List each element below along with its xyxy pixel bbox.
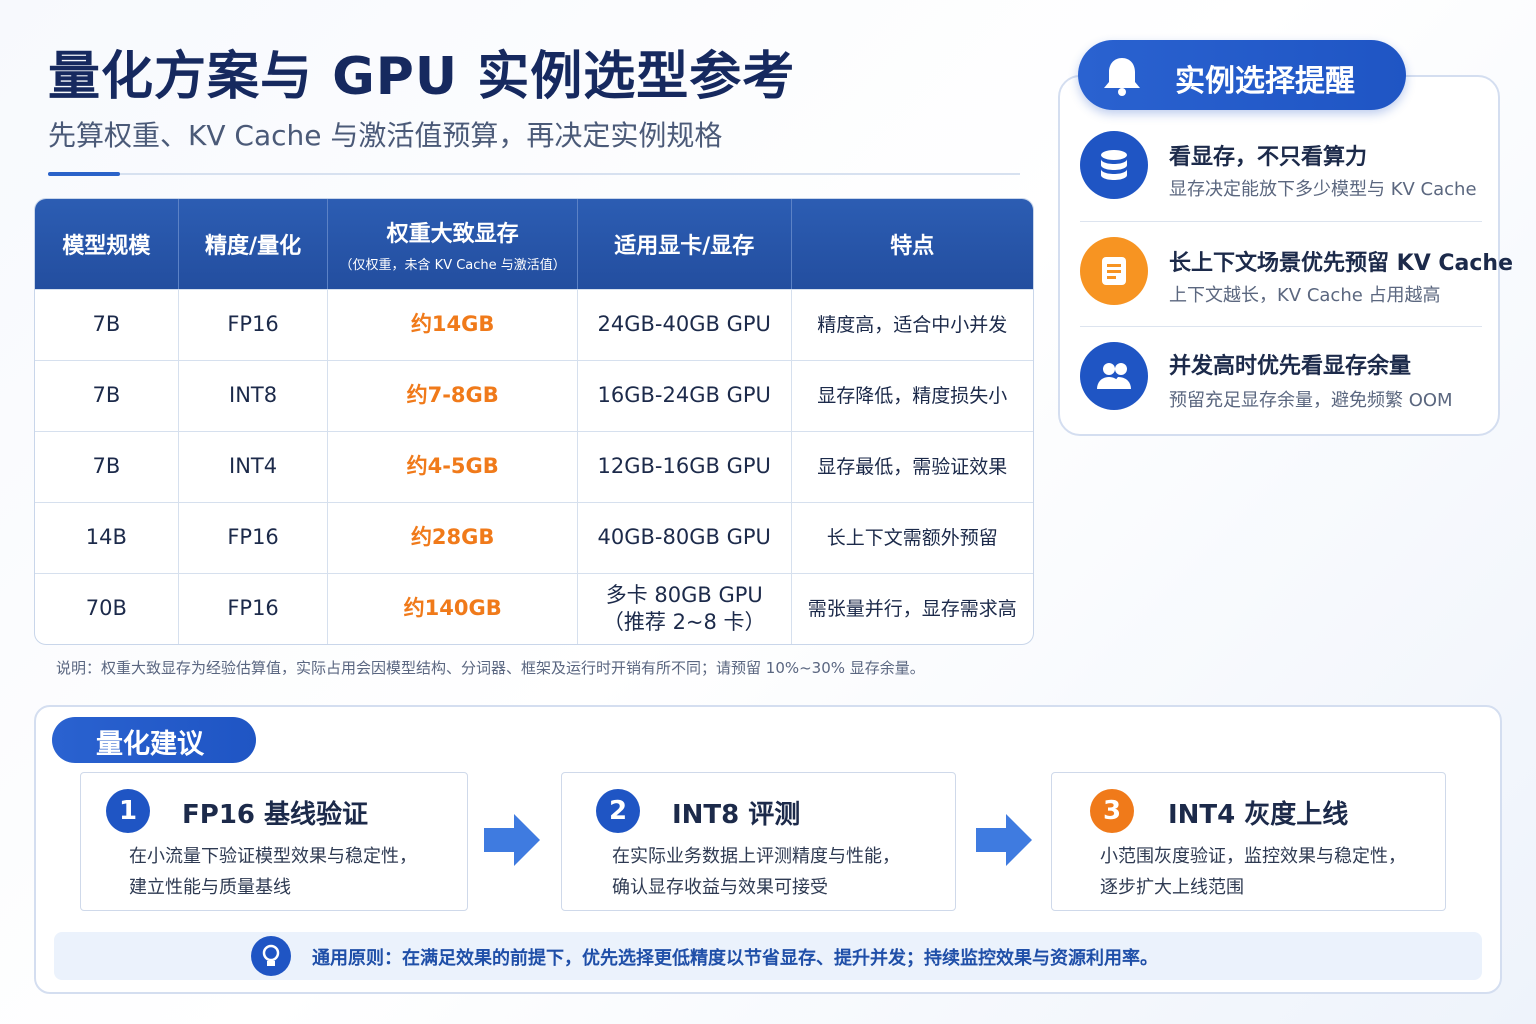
table-cell: INT4 <box>178 431 329 502</box>
table-cell: INT8 <box>178 360 329 431</box>
advice-header <box>52 717 256 763</box>
table-cell: 70B <box>35 573 179 644</box>
table-row: 7B FP16 约14GB 24GB-40GB GPU 精度高，适合中小并发 <box>35 289 1033 360</box>
reminder-item-title: 长上下文场景优先预留 KV Cache <box>1169 251 1514 276</box>
table-row: 7B INT4 约4-5GB 12GB-16GB GPU 显存最低，需验证效果 <box>35 431 1033 502</box>
table-cell: 7B <box>35 289 179 360</box>
table-cell: 约7-8GB <box>328 360 578 431</box>
arrow <box>484 814 540 866</box>
reminder-item-desc: 预留充足显存余量，避免频繁 OOM <box>1169 390 1453 411</box>
table-row: 7B INT8 约7-8GB 16GB-24GB GPU 显存降低，精度损失小 <box>35 360 1033 431</box>
table-cell: 约28GB <box>328 502 578 573</box>
column-label: 特点 <box>890 234 935 259</box>
table-cell: 24GB-40GB GPU <box>577 289 792 360</box>
table-body: 7B FP16 约14GB 24GB-40GB GPU 精度高，适合中小并发 7B INT8… <box>35 289 1033 644</box>
reminder-item-desc: 上下文越长，KV Cache 占用越高 <box>1169 285 1441 306</box>
bell-icon <box>1104 58 1140 96</box>
table-cell: 显存最低，需验证效果 <box>791 431 1033 502</box>
reminder-title: 实例选择提醒 <box>1175 64 1355 99</box>
step-title: INT8 评测 <box>672 800 801 830</box>
gpu-table: 模型规模 精度/量化 权重大致显存 （仅权重，未含 KV Cache 与激活值） … <box>34 198 1034 645</box>
table-cell: 7B <box>35 431 179 502</box>
step-title: INT4 灰度上线 <box>1168 800 1349 830</box>
document-glyph <box>1102 257 1126 285</box>
table-cell: 7B <box>35 360 179 431</box>
table-cell: 16GB-24GB GPU <box>577 360 792 431</box>
database-glyph <box>1101 150 1127 180</box>
table-cell: 约4-5GB <box>328 431 578 502</box>
table-cell: 12GB-16GB GPU <box>577 431 792 502</box>
table-cell: FP16 <box>178 573 329 644</box>
table-cell: 多卡 80GB GPU （推荐 2~8 卡） <box>577 573 792 644</box>
table-row: 14B FP16 约28GB 40GB-80GB GPU 长上下文需额外预留 <box>35 502 1033 573</box>
column-label: 精度/量化 <box>205 234 302 259</box>
subtitle: 先算权重、KV Cache 与激活值预算，再决定实例规格 <box>48 119 723 152</box>
step-line: 在实际业务数据上评测精度与性能， <box>612 846 900 867</box>
step-card <box>80 772 468 911</box>
column-header: 适用显卡/显存 <box>577 199 792 289</box>
divider-accent <box>48 172 120 176</box>
column-label: 模型规模 <box>62 234 151 259</box>
table-cell: 约140GB <box>328 573 578 644</box>
table-cell: 精度高，适合中小并发 <box>791 289 1033 360</box>
table-cell: 14B <box>35 502 179 573</box>
separator <box>1080 221 1482 222</box>
table-cell: 长上下文需额外预留 <box>791 502 1033 573</box>
column-note: （仅权重，未含 KV Cache 与激活值） <box>339 257 566 273</box>
document-icon <box>1080 237 1148 305</box>
bulb-icon <box>251 936 291 976</box>
step-line: 确认显存收益与效果可接受 <box>612 877 828 898</box>
separator <box>1080 326 1482 327</box>
reminder-header <box>1078 40 1406 110</box>
title: 量化方案与 GPU 实例选型参考 <box>48 47 796 107</box>
principle-bar <box>54 932 1482 980</box>
step-line: 逐步扩大上线范围 <box>1100 877 1244 898</box>
table-cell: 约14GB <box>328 289 578 360</box>
table-cell: 显存降低，精度损失小 <box>791 360 1033 431</box>
table-note: 说明：权重大致显存为经验估算值，实际占用会因模型结构、分词器、框架及运行时开销有… <box>56 659 925 677</box>
step-title: FP16 基线验证 <box>182 800 369 830</box>
database-icon <box>1080 131 1148 199</box>
table-row: 70B FP16 约140GB 多卡 80GB GPU （推荐 2~8 卡） 需张量并行… <box>35 573 1033 644</box>
reminder-item-title: 看显存，不只看算力 <box>1169 145 1368 170</box>
arrow <box>976 814 1032 866</box>
column-label: 权重大致显存 <box>386 221 519 247</box>
step-number: 3 <box>1090 789 1134 833</box>
column-header: 权重大致显存 （仅权重，未含 KV Cache 与激活值） <box>328 199 578 289</box>
column-header: 精度/量化 <box>178 199 329 289</box>
column-header: 模型规模 <box>35 199 179 289</box>
step-line: 建立性能与质量基线 <box>129 877 291 898</box>
users-glyph <box>1097 363 1131 389</box>
reminder-item-desc: 显存决定能放下多少模型与 KV Cache <box>1169 179 1477 200</box>
step-number: 1 <box>106 789 150 833</box>
table-cell: FP16 <box>178 502 329 573</box>
column-label: 适用显卡/显存 <box>614 234 755 259</box>
principle-text: 通用原则：在满足效果的前提下，优先选择更低精度以节省显存、提升并发；持续监控效果… <box>312 948 1158 969</box>
column-header: 特点 <box>791 199 1033 289</box>
reminder-item-title: 并发高时优先看显存余量 <box>1169 354 1412 379</box>
step-number: 2 <box>596 789 640 833</box>
table-cell: 40GB-80GB GPU <box>577 502 792 573</box>
table-cell: 需张量并行，显存需求高 <box>791 573 1033 644</box>
users-icon <box>1080 342 1148 410</box>
step-line: 小范围灰度验证，监控效果与稳定性， <box>1100 846 1406 867</box>
step-line: 在小流量下验证模型效果与稳定性， <box>129 846 417 867</box>
header-row: 模型规模 精度/量化 权重大致显存 （仅权重，未含 KV Cache 与激活值） … <box>35 199 1033 289</box>
table-cell: FP16 <box>178 289 329 360</box>
advice-title: 量化建议 <box>96 729 204 760</box>
divider <box>48 173 1020 175</box>
